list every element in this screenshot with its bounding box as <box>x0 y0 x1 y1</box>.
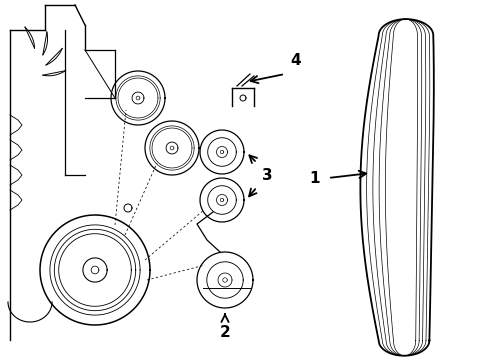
Text: 4: 4 <box>290 53 301 68</box>
Text: 1: 1 <box>310 171 320 185</box>
Text: 3: 3 <box>262 167 272 183</box>
Text: 2: 2 <box>220 325 230 340</box>
